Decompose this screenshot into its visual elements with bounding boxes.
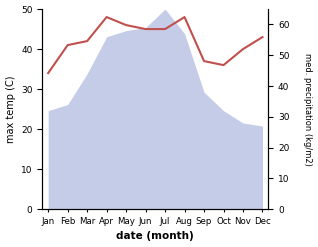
X-axis label: date (month): date (month): [116, 231, 194, 242]
Y-axis label: max temp (C): max temp (C): [5, 75, 16, 143]
Y-axis label: med. precipitation (kg/m2): med. precipitation (kg/m2): [303, 53, 313, 165]
